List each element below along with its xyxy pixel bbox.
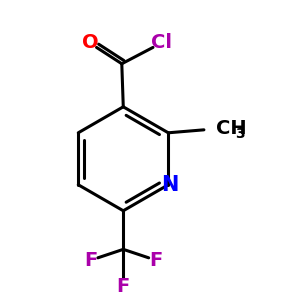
- Text: Cl: Cl: [152, 33, 172, 52]
- Text: 3: 3: [235, 127, 244, 141]
- Text: CH: CH: [216, 119, 246, 138]
- Text: O: O: [82, 33, 98, 52]
- Text: F: F: [149, 251, 163, 270]
- Text: F: F: [117, 277, 130, 296]
- Text: F: F: [84, 251, 97, 270]
- Text: N: N: [161, 175, 178, 195]
